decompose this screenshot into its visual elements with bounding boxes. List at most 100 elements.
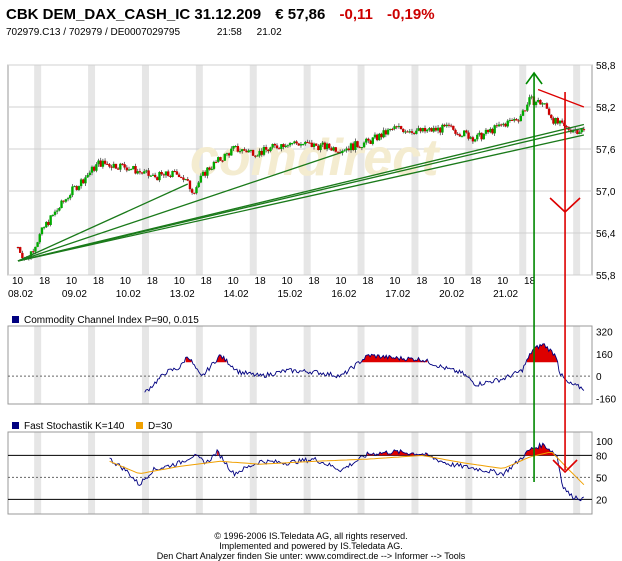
candle-body <box>445 124 448 127</box>
candle-body <box>458 134 462 137</box>
candle-body <box>277 148 281 150</box>
candle-body <box>236 146 240 152</box>
candle-body <box>471 137 475 142</box>
candle-body <box>103 160 107 164</box>
candle-body <box>284 145 287 147</box>
candle-body <box>408 131 411 133</box>
candle-body <box>497 124 501 127</box>
candle-body <box>500 124 503 126</box>
candle-body <box>430 128 433 132</box>
candle-body <box>421 127 425 132</box>
price-tick-label: 58,8 <box>596 61 616 72</box>
time-band <box>195 432 203 514</box>
candle-body <box>260 150 263 155</box>
candle-body <box>125 167 129 171</box>
candle-body <box>188 180 192 190</box>
candle-body <box>297 143 300 146</box>
candle-body <box>306 141 309 143</box>
support-trendline <box>17 151 342 262</box>
candle-body <box>465 130 468 133</box>
candle-body <box>164 171 168 176</box>
candle-body <box>99 160 102 167</box>
candle-body <box>310 142 314 147</box>
candle-body <box>515 119 518 121</box>
candle-body <box>404 131 407 133</box>
time-band <box>195 65 203 275</box>
chart-watermark: comdirect <box>190 129 441 187</box>
candle-body <box>69 195 72 199</box>
time-band <box>34 65 42 275</box>
x-date-label: 17.02 <box>385 289 410 300</box>
candle-body <box>108 164 111 167</box>
candle-body <box>90 166 94 173</box>
candle-body <box>547 108 551 115</box>
x-hour-label: 10 <box>389 276 401 287</box>
cci-tick-label: 160 <box>596 350 613 361</box>
time-band <box>357 326 365 404</box>
candle-body <box>158 172 161 181</box>
candle-body <box>351 143 355 150</box>
candle-body <box>473 139 477 142</box>
candle-body <box>275 145 279 149</box>
quote-date: 21.02 <box>256 27 282 38</box>
candle-body <box>495 125 499 127</box>
candle-body <box>199 175 203 183</box>
candle-body <box>484 129 488 134</box>
candle-body <box>486 129 490 133</box>
candle-body <box>523 110 527 112</box>
candle-body <box>123 164 126 168</box>
candle-body <box>162 174 166 176</box>
footer-powered: Implemented and powered by IS.Teledata A… <box>219 541 403 551</box>
candle-body <box>195 187 198 194</box>
candle-body <box>417 128 420 131</box>
x-hour-label: 18 <box>362 276 374 287</box>
candle-body <box>349 143 353 151</box>
candle-body <box>519 115 522 122</box>
candle-body <box>439 127 442 133</box>
price-tick-label: 55,8 <box>596 271 616 282</box>
candle-body <box>264 147 268 150</box>
candle-body <box>328 143 331 149</box>
candle-body <box>545 103 549 109</box>
footer-analyzer-link[interactable]: Den Chart Analyzer finden Sie unter: www… <box>156 551 466 561</box>
candle-body <box>456 133 459 135</box>
candle-body <box>489 128 492 133</box>
candle-body <box>66 198 70 200</box>
stochastic-legend-swatch <box>12 422 19 429</box>
candle-body <box>49 215 52 225</box>
candle-body <box>288 143 292 146</box>
candle-body <box>77 186 81 190</box>
time-band <box>141 65 149 275</box>
candle-body <box>58 208 61 211</box>
candle-body <box>240 149 244 152</box>
x-hour-label: 10 <box>12 276 24 287</box>
candle-body <box>449 125 453 127</box>
time-band <box>357 432 365 514</box>
candle-body <box>301 144 305 146</box>
candle-body <box>406 131 409 133</box>
candle-body <box>343 150 346 152</box>
x-date-label: 08.02 <box>8 289 33 300</box>
candle-body <box>151 174 155 176</box>
candle-body <box>227 153 231 156</box>
support-trendline <box>17 183 189 262</box>
candle-body <box>180 177 183 179</box>
candle-body <box>160 172 163 175</box>
panel-frame <box>7 325 593 405</box>
candle-body <box>79 179 83 187</box>
candle-body <box>62 200 65 202</box>
candle-body <box>291 142 294 144</box>
candle-body <box>230 148 233 156</box>
price-tick-label: 56,4 <box>596 229 616 240</box>
candle-body <box>280 144 283 149</box>
time-band <box>573 65 581 275</box>
candle-body <box>543 103 546 105</box>
candle-body <box>526 104 529 111</box>
x-hour-label: 18 <box>524 276 536 287</box>
time-band <box>249 326 257 404</box>
candle-body <box>219 157 222 161</box>
time-band <box>88 432 96 514</box>
candle-body <box>171 171 174 177</box>
candle-body <box>432 127 435 132</box>
